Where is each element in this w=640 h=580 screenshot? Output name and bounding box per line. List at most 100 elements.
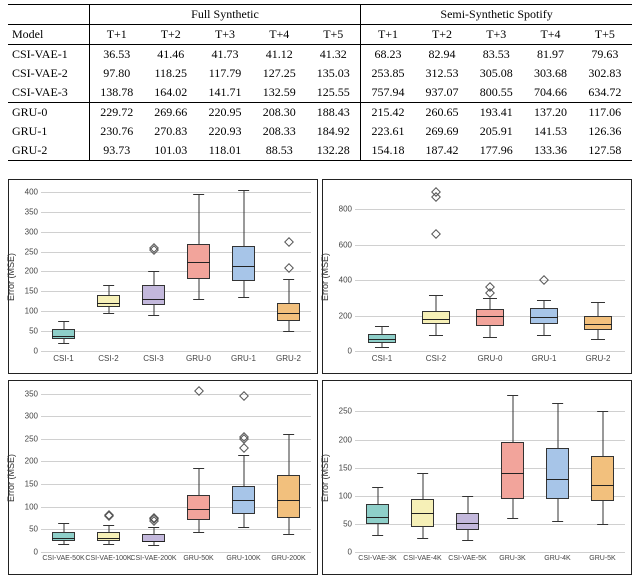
cell: 101.03 xyxy=(144,141,198,161)
y-axis-label: Error (MSE) xyxy=(6,454,16,502)
cell: 184.92 xyxy=(306,122,360,141)
cell: 757.94 xyxy=(361,83,415,103)
boxplot-box xyxy=(418,188,453,351)
cell: 118.01 xyxy=(198,141,252,161)
cell: 208.30 xyxy=(252,103,306,123)
table-row: CSI-VAE-3138.78164.02141.71132.59125.557… xyxy=(8,83,632,103)
boxplot-box xyxy=(229,188,258,351)
y-tick-label: 350 xyxy=(25,207,38,216)
cell: 138.78 xyxy=(89,83,143,103)
cell: 41.32 xyxy=(306,45,360,65)
col-header: T+3 xyxy=(469,25,523,45)
x-tick-label: GRU-5K xyxy=(589,555,615,562)
y-tick-label: 0 xyxy=(348,347,352,356)
x-tick-label: CSI-3 xyxy=(143,354,163,363)
cell: 223.61 xyxy=(361,122,415,141)
plot-area: 050100150200250CSI-VAE-3KCSI-VAE-4KCSI-V… xyxy=(355,389,625,552)
x-tick-label: CSI-VAE-4K xyxy=(403,555,441,562)
y-tick-label: 100 xyxy=(25,502,38,511)
y-tick-label: 250 xyxy=(25,434,38,443)
boxplot-box xyxy=(408,389,437,552)
y-tick-label: 50 xyxy=(343,519,352,528)
cell: 937.07 xyxy=(415,83,469,103)
cell: 68.23 xyxy=(361,45,415,65)
y-tick-label: 250 xyxy=(339,407,352,416)
table-row: CSI-VAE-136.5341.4641.7341.1241.3268.238… xyxy=(8,45,632,65)
col-header: T+2 xyxy=(144,25,198,45)
y-tick-label: 250 xyxy=(25,247,38,256)
cell: 118.25 xyxy=(144,64,198,83)
x-tick-label: GRU-4K xyxy=(544,555,570,562)
boxplot-box xyxy=(94,389,123,552)
x-tick-label: GRU-200K xyxy=(271,555,305,562)
y-tick-label: 800 xyxy=(339,205,352,214)
y-axis-label: Error (MSE) xyxy=(320,454,330,502)
model-name: GRU-2 xyxy=(8,141,89,161)
boxplot-box xyxy=(229,389,258,552)
table-row: CSI-VAE-297.80118.25117.79127.25135.0325… xyxy=(8,64,632,83)
plot-area: 050100150200250300350CSI-VAE-50KCSI-VAE-… xyxy=(41,389,311,552)
y-tick-label: 150 xyxy=(339,463,352,472)
results-table: Full Synthetic Semi-Synthetic Spotify Mo… xyxy=(8,4,632,161)
col-header: T+2 xyxy=(415,25,469,45)
cell: 154.18 xyxy=(361,141,415,161)
y-tick-label: 300 xyxy=(25,412,38,421)
y-axis-label: Error (MSE) xyxy=(6,253,16,301)
boxplot-box xyxy=(580,188,615,351)
cell: 704.66 xyxy=(523,83,577,103)
y-tick-label: 0 xyxy=(34,548,38,557)
cell: 177.96 xyxy=(469,141,523,161)
cell: 127.25 xyxy=(252,64,306,83)
boxplot-box xyxy=(363,389,392,552)
boxplot-box xyxy=(588,389,617,552)
cell: 187.42 xyxy=(415,141,469,161)
cell: 141.53 xyxy=(523,122,577,141)
boxplot-bottom-left: Error (MSE) 050100150200250300350CSI-VAE-… xyxy=(8,380,318,575)
cell: 205.91 xyxy=(469,122,523,141)
model-name: GRU-1 xyxy=(8,122,89,141)
y-tick-label: 200 xyxy=(25,267,38,276)
cell: 269.69 xyxy=(415,122,469,141)
y-tick-label: 50 xyxy=(29,525,38,534)
col-header: T+1 xyxy=(361,25,415,45)
cell: 269.66 xyxy=(144,103,198,123)
boxplot-box xyxy=(498,389,527,552)
y-tick-label: 400 xyxy=(25,187,38,196)
x-tick-label: CSI-VAE-3K xyxy=(358,555,396,562)
boxplot-box xyxy=(543,389,572,552)
cell: 164.02 xyxy=(144,83,198,103)
cell: 220.95 xyxy=(198,103,252,123)
cell: 135.03 xyxy=(306,64,360,83)
boxplot-box xyxy=(526,188,561,351)
table-body-bottom: GRU-0229.72269.66220.95208.30188.43215.4… xyxy=(8,103,632,161)
plot-area: 0200400600800CSI-1CSI-2GRU-0GRU-1GRU-2 xyxy=(355,188,625,351)
cell: 133.36 xyxy=(523,141,577,161)
table-row: GRU-293.73101.03118.0188.53132.28154.181… xyxy=(8,141,632,161)
boxplot-bottom-right: Error (MSE) 050100150200250CSI-VAE-3KCSI-… xyxy=(322,380,632,575)
y-tick-label: 200 xyxy=(25,457,38,466)
cell: 117.79 xyxy=(198,64,252,83)
y-tick-label: 50 xyxy=(29,327,38,336)
cell: 41.12 xyxy=(252,45,306,65)
y-tick-label: 200 xyxy=(339,435,352,444)
col-header: T+5 xyxy=(306,25,360,45)
group-header-semi: Semi-Synthetic Spotify xyxy=(361,5,632,25)
boxplot-box xyxy=(139,188,168,351)
cell: 229.72 xyxy=(89,103,143,123)
boxplot-box xyxy=(274,389,303,552)
cell: 800.55 xyxy=(469,83,523,103)
y-tick-label: 150 xyxy=(25,480,38,489)
cell: 230.76 xyxy=(89,122,143,141)
boxplot-top-right: Error (MSE)0200400600800CSI-1CSI-2GRU-0G… xyxy=(322,179,632,374)
y-tick-label: 0 xyxy=(34,347,38,356)
y-tick-label: 0 xyxy=(348,548,352,557)
boxplot-box xyxy=(139,389,168,552)
x-tick-label: GRU-0 xyxy=(186,354,211,363)
boxplot-box xyxy=(453,389,482,552)
model-name: CSI-VAE-2 xyxy=(8,64,89,83)
cell: 193.41 xyxy=(469,103,523,123)
cell: 141.71 xyxy=(198,83,252,103)
col-header: T+4 xyxy=(523,25,577,45)
boxplot-box xyxy=(94,188,123,351)
model-name: CSI-VAE-3 xyxy=(8,83,89,103)
